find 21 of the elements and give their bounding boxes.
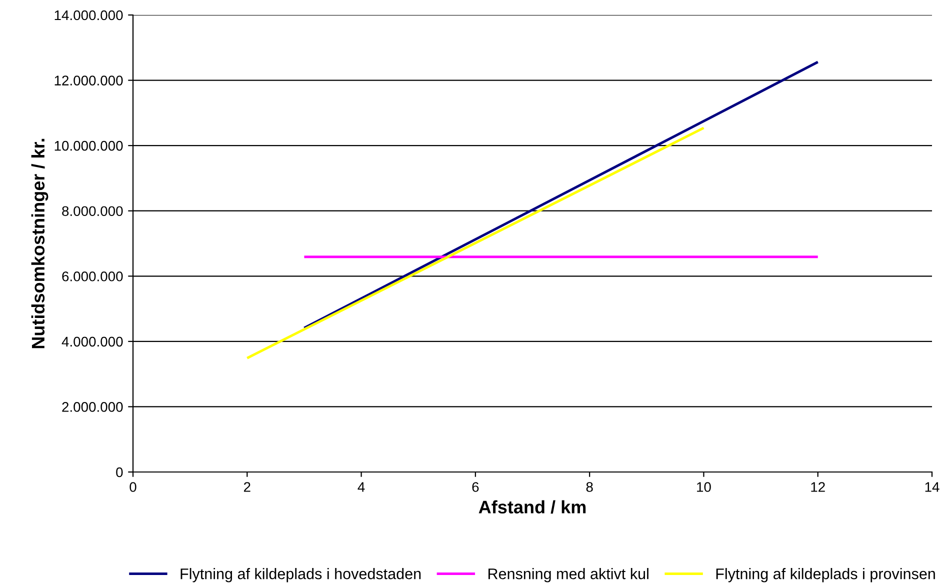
x-tick-label: 4	[358, 482, 365, 492]
x-tick-label: 12	[811, 482, 825, 492]
x-tick-label: 14	[925, 482, 940, 492]
y-tick-label: 8.000.000	[62, 206, 123, 216]
x-tick-label: 8	[586, 482, 593, 492]
y-tick-label: 12.000.000	[54, 76, 123, 86]
x-tick-label: 6	[472, 482, 479, 492]
x-tick-label: 2	[244, 482, 250, 492]
x-axis-title: Afstand / km	[478, 500, 586, 514]
legend-label: Rensning med aktivt kul	[488, 568, 648, 582]
y-axis-title: Nutidsomkostninger / kr.	[31, 138, 48, 348]
x-tick-label: 0	[130, 482, 136, 492]
legend-label: Flytning af kildeplads i hovedstaden	[180, 568, 421, 582]
y-tick-label: 4.000.000	[62, 336, 123, 347]
y-tick-label: 10.000.000	[54, 140, 123, 151]
y-tick-label: 0	[116, 467, 123, 478]
legend-label: Flytning af kildeplads i provinsen	[716, 568, 935, 582]
y-tick-label: 6.000.000	[62, 271, 123, 282]
y-tick-label: 2.000.000	[62, 402, 123, 412]
x-tick-label: 10	[697, 482, 711, 492]
y-tick-label: 14.000.000	[54, 10, 123, 20]
